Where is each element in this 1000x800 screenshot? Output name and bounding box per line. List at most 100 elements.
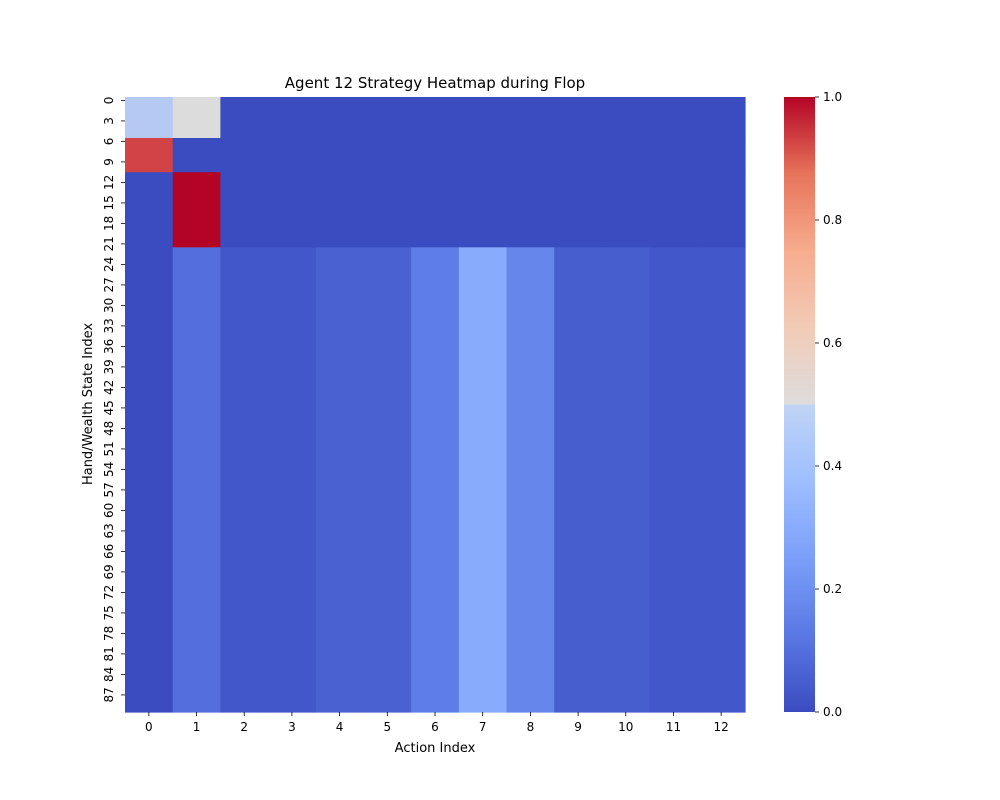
heatmap-cell-g2-a6 bbox=[411, 172, 460, 248]
heatmap-cell-g0-a10 bbox=[601, 97, 651, 139]
heatmap-cell-g3-a6 bbox=[411, 247, 460, 713]
heatmap-cell-g1-a8 bbox=[506, 138, 555, 173]
colorbar-tick-label: 0.6 bbox=[823, 336, 842, 350]
x-tick-label: 7 bbox=[479, 720, 487, 734]
y-tick-label: 30 bbox=[102, 298, 116, 313]
heatmap-cell-g2-a0 bbox=[125, 172, 174, 248]
heatmap-cell-g3-a11 bbox=[649, 247, 698, 713]
x-tick-label: 1 bbox=[193, 720, 201, 734]
y-tick-label: 84 bbox=[102, 667, 116, 682]
y-tick-label: 87 bbox=[102, 687, 116, 702]
heatmap-cell-g3-a8 bbox=[506, 247, 555, 713]
heatmap-cell-g2-a11 bbox=[649, 172, 698, 248]
x-tick-label: 10 bbox=[618, 720, 633, 734]
y-tick-label: 54 bbox=[102, 462, 116, 477]
y-tick-label: 48 bbox=[102, 421, 116, 436]
heatmap-cell-g0-a3 bbox=[268, 97, 317, 139]
heatmap-cell-g0-a4 bbox=[315, 97, 365, 139]
heatmap-cell-g3-a9 bbox=[554, 247, 603, 713]
chart-title: Agent 12 Strategy Heatmap during Flop bbox=[285, 74, 585, 92]
y-tick-label: 0 bbox=[102, 97, 116, 105]
heatmap-cell-g0-a11 bbox=[649, 97, 698, 139]
y-tick-label: 3 bbox=[102, 117, 116, 125]
y-tick-label: 66 bbox=[102, 544, 116, 559]
colorbar-ticks: 0.0 0.2 0.4 0.6 0.8 1.0 bbox=[815, 90, 842, 719]
y-tick-label: 36 bbox=[102, 339, 116, 354]
heatmap-cell-g2-a5 bbox=[363, 172, 412, 248]
colorbar-tick-label: 0.4 bbox=[823, 459, 842, 473]
y-tick-label: 24 bbox=[102, 257, 116, 272]
x-tick-label: 4 bbox=[336, 720, 344, 734]
y-tick-label: 6 bbox=[102, 138, 116, 146]
colorbar-tick-label: 0.8 bbox=[823, 213, 842, 227]
y-tick-label: 21 bbox=[102, 236, 116, 251]
heatmap-cell-g0-a2 bbox=[220, 97, 269, 139]
x-axis-label: Action Index bbox=[395, 741, 476, 756]
y-tick-label: 39 bbox=[102, 359, 116, 374]
x-tick-label: 9 bbox=[574, 720, 582, 734]
heatmap-cell-g3-a5 bbox=[363, 247, 412, 713]
heatmap-cell-g3-a10 bbox=[601, 247, 651, 713]
y-tick-label: 57 bbox=[102, 482, 116, 497]
heatmap-cell-g1-a9 bbox=[554, 138, 603, 173]
y-tick-label: 33 bbox=[102, 318, 116, 333]
y-tick-label: 81 bbox=[102, 646, 116, 661]
y-tick-label: 69 bbox=[102, 564, 116, 579]
heatmap-cell-g3-a3 bbox=[268, 247, 317, 713]
heatmap-cell-g0-a7 bbox=[458, 97, 508, 139]
heatmap-cell-g1-a12 bbox=[697, 138, 746, 173]
heatmap-cell-g0-a9 bbox=[554, 97, 603, 139]
x-tick-label: 0 bbox=[145, 720, 153, 734]
heatmap-cell-g1-a7 bbox=[458, 138, 508, 173]
y-tick-label: 78 bbox=[102, 626, 116, 641]
heatmap-cell-g1-a11 bbox=[649, 138, 698, 173]
colorbar-tick-label: 0.2 bbox=[823, 582, 842, 596]
y-tick-label: 42 bbox=[102, 380, 116, 395]
colorbar: 0.0 0.2 0.4 0.6 0.8 1.0 bbox=[784, 90, 842, 719]
heatmap-cell-g2-a7 bbox=[458, 172, 508, 248]
x-tick-label: 6 bbox=[431, 720, 439, 734]
y-tick-label: 75 bbox=[102, 605, 116, 620]
x-tick-label: 2 bbox=[240, 720, 248, 734]
y-tick-label: 15 bbox=[102, 195, 116, 210]
heatmap-cell-g3-a1 bbox=[172, 247, 221, 713]
x-tick-label: 8 bbox=[527, 720, 535, 734]
y-tick-label: 12 bbox=[102, 175, 116, 190]
x-tick-label: 12 bbox=[714, 720, 729, 734]
heatmap-cell-g0-a12 bbox=[697, 97, 746, 139]
y-tick-label: 63 bbox=[102, 523, 116, 538]
heatmap-cell-g1-a5 bbox=[363, 138, 412, 173]
heatmap-cell-g1-a6 bbox=[411, 138, 460, 173]
colorbar-tick-label: 1.0 bbox=[823, 90, 842, 104]
y-tick-label: 18 bbox=[102, 216, 116, 231]
heatmap-cell-g2-a10 bbox=[601, 172, 651, 248]
heatmap-cell-g0-a0 bbox=[125, 97, 174, 139]
y-tick-label: 72 bbox=[102, 585, 116, 600]
heatmap-cell-g2-a8 bbox=[506, 172, 555, 248]
y-tick-label: 60 bbox=[102, 503, 116, 518]
heatmap-cell-g0-a5 bbox=[363, 97, 412, 139]
heatmap-cell-g2-a4 bbox=[315, 172, 365, 248]
heatmap-cell-g3-a12 bbox=[697, 247, 746, 713]
x-tick-label: 3 bbox=[288, 720, 296, 734]
y-tick-label: 9 bbox=[102, 158, 116, 166]
heatmap-cells bbox=[125, 97, 746, 713]
x-tick-label: 5 bbox=[383, 720, 391, 734]
x-tick-label: 11 bbox=[666, 720, 681, 734]
heatmap-cell-g2-a12 bbox=[697, 172, 746, 248]
y-tick-label: 45 bbox=[102, 400, 116, 415]
heatmap-cell-g0-a1 bbox=[172, 97, 221, 139]
heatmap-cell-g1-a4 bbox=[315, 138, 365, 173]
heatmap-cell-g2-a3 bbox=[268, 172, 317, 248]
y-axis-label: Hand/Wealth State Index bbox=[81, 323, 96, 485]
heatmap-cell-g3-a0 bbox=[125, 247, 174, 713]
heatmap-cell-g1-a2 bbox=[220, 138, 269, 173]
heatmap-cell-g0-a6 bbox=[411, 97, 460, 139]
heatmap-cell-g1-a3 bbox=[268, 138, 317, 173]
heatmap-cell-g1-a10 bbox=[601, 138, 651, 173]
heatmap-cell-g2-a2 bbox=[220, 172, 269, 248]
heatmap-cell-g2-a1 bbox=[172, 172, 221, 248]
y-tick-label: 51 bbox=[102, 441, 116, 456]
heatmap-cell-g3-a7 bbox=[458, 247, 508, 713]
